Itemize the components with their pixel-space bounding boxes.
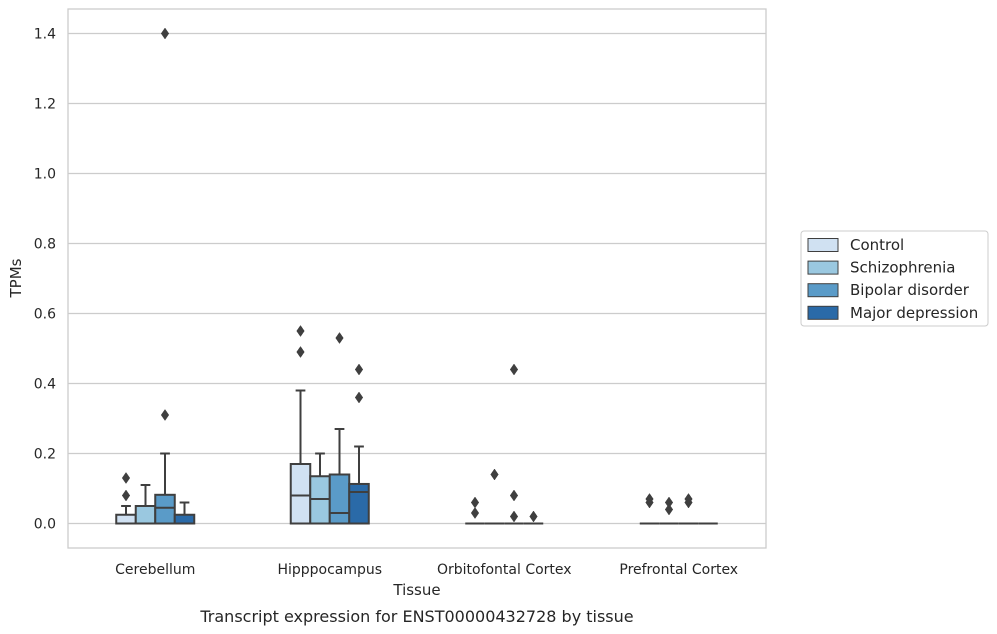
outlier-marker bbox=[354, 391, 364, 404]
box-iqr bbox=[115, 513, 137, 525]
outlier-marker bbox=[470, 496, 480, 509]
box-1-2 bbox=[328, 332, 351, 525]
legend-item: Major depression bbox=[807, 304, 978, 322]
grid-lines bbox=[68, 32, 766, 525]
y-tick-label: 1.4 bbox=[34, 27, 56, 43]
x-axis-label: Tissue bbox=[392, 581, 440, 599]
x-tick-label: Orbitofontal Cortex bbox=[437, 562, 572, 578]
outlier-marker bbox=[490, 468, 499, 481]
outlier-marker bbox=[121, 489, 131, 502]
box-3-1 bbox=[659, 496, 679, 525]
box-0-1 bbox=[134, 484, 157, 525]
box-iqr bbox=[348, 482, 370, 525]
legend-swatch bbox=[807, 238, 839, 252]
legend-label: Bipolar disorder bbox=[850, 281, 970, 299]
box-2-2 bbox=[504, 363, 524, 525]
y-tick-label: 0.6 bbox=[34, 307, 56, 323]
y-tick-label: 1.2 bbox=[34, 97, 56, 113]
legend-item: Schizophrenia bbox=[807, 259, 955, 277]
outlier-marker bbox=[470, 507, 480, 519]
outlier-marker bbox=[664, 503, 674, 516]
outlier-marker bbox=[335, 332, 344, 344]
outlier-marker bbox=[684, 493, 693, 505]
box-0-2 bbox=[154, 27, 176, 525]
outlier-marker bbox=[296, 325, 305, 337]
y-tick-label: 1.0 bbox=[34, 167, 56, 183]
y-axis-label: TPMs bbox=[7, 258, 25, 298]
box-iqr bbox=[134, 505, 157, 525]
box-2-3 bbox=[523, 510, 544, 525]
legend-swatch bbox=[807, 283, 839, 298]
outlier-marker bbox=[354, 363, 364, 376]
box-3-2 bbox=[678, 493, 699, 525]
legend-swatch bbox=[807, 260, 839, 275]
box-0-0 bbox=[115, 472, 137, 525]
x-tick-labels: Cerebellum Hipppocampus Orbitofontal Corte… bbox=[115, 562, 738, 578]
outlier-marker bbox=[509, 489, 519, 502]
box-groups bbox=[115, 27, 718, 525]
outlier-marker bbox=[645, 493, 654, 505]
outlier-marker bbox=[121, 472, 131, 484]
legend-label: Schizophrenia bbox=[850, 259, 955, 277]
legend-swatch bbox=[807, 305, 839, 320]
box-iqr bbox=[328, 473, 351, 525]
legend-label: Major depression bbox=[850, 304, 978, 322]
chart-caption: Transcript expression for ENST0000043272… bbox=[199, 607, 633, 626]
x-tick-label: Hipppocampus bbox=[277, 562, 382, 578]
box-3-0 bbox=[639, 493, 660, 525]
box-2-1 bbox=[484, 468, 505, 525]
y-tick-label: 0.2 bbox=[34, 447, 56, 463]
box-1-3 bbox=[348, 363, 370, 525]
box-2-0 bbox=[465, 496, 485, 525]
outlier-marker bbox=[509, 510, 519, 523]
legend: Control Schizophrenia Bipolar disorder Majo… bbox=[800, 230, 989, 327]
legend-frame bbox=[800, 230, 989, 327]
outlier-marker bbox=[160, 27, 170, 40]
box-iqr bbox=[154, 493, 176, 525]
outlier-marker bbox=[509, 363, 519, 376]
legend-item: Control bbox=[807, 236, 904, 254]
plot-area-frame bbox=[67, 8, 767, 549]
y-tick-label: 0.0 bbox=[34, 517, 56, 533]
x-tick-label: Prefrontal Cortex bbox=[619, 562, 738, 578]
x-tick-label: Cerebellum bbox=[115, 562, 195, 578]
y-tick-label: 0.4 bbox=[34, 377, 56, 393]
y-tick-label: 0.8 bbox=[34, 237, 56, 253]
legend-item: Bipolar disorder bbox=[807, 281, 970, 299]
box-iqr bbox=[173, 513, 196, 525]
y-tick-labels: 0.0 0.2 0.4 0.6 0.8 1.0 1.2 1.4 bbox=[34, 27, 56, 533]
outlier-marker bbox=[296, 346, 305, 358]
outlier-marker bbox=[664, 496, 674, 509]
outlier-marker bbox=[529, 510, 538, 523]
legend-label: Control bbox=[850, 236, 904, 254]
outlier-marker bbox=[160, 409, 170, 421]
box-0-3 bbox=[173, 501, 196, 525]
box-iqr bbox=[289, 463, 312, 525]
box-1-1 bbox=[309, 452, 331, 525]
box-1-0 bbox=[289, 325, 312, 525]
